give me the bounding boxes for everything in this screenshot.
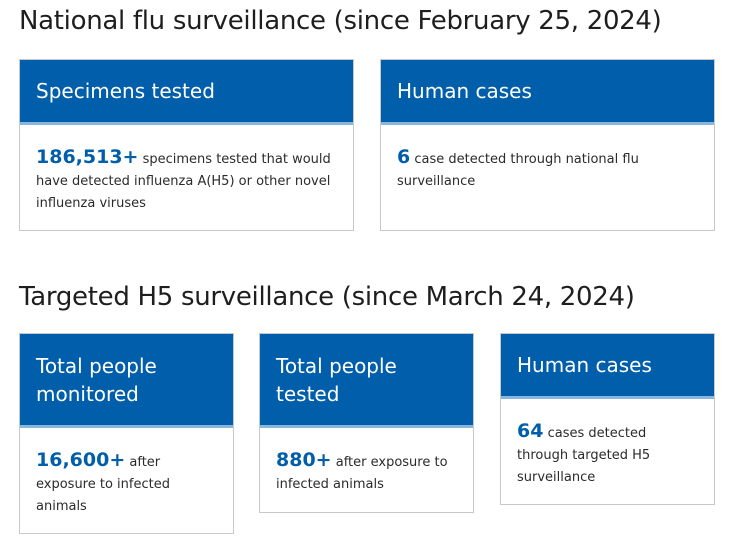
people-tested-title: Total people tested bbox=[276, 353, 397, 406]
people-monitored-body: 16,600+ after exposure to infected anima… bbox=[20, 428, 233, 518]
specimens-tested-header: Specimens tested bbox=[20, 60, 353, 125]
national-human-cases-title: Human cases bbox=[397, 79, 532, 103]
specimens-tested-text: specimens tested that would have detecte… bbox=[36, 152, 331, 211]
national-section-title: National flu surveillance (since Februar… bbox=[19, 6, 662, 36]
people-tested-body: 880+ after exposure to infected animals bbox=[260, 428, 473, 496]
national-human-cases-card: Human cases 6 case detected through nati… bbox=[380, 59, 715, 231]
people-monitored-header: Total people monitored bbox=[20, 334, 233, 428]
people-tested-header: Total people tested bbox=[260, 334, 473, 428]
people-monitored-card: Total people monitored 16,600+ after exp… bbox=[19, 333, 234, 534]
national-human-cases-value: 6 bbox=[397, 146, 411, 168]
people-monitored-title: Total people monitored bbox=[36, 353, 157, 406]
targeted-human-cases-title: Human cases bbox=[517, 353, 652, 377]
specimens-tested-title: Specimens tested bbox=[36, 79, 215, 103]
specimens-tested-card: Specimens tested 186,513+ specimens test… bbox=[19, 59, 354, 231]
people-tested-value: 880+ bbox=[276, 449, 332, 471]
targeted-human-cases-header: Human cases bbox=[501, 334, 714, 399]
national-human-cases-header: Human cases bbox=[381, 60, 714, 125]
people-tested-text: after exposure to infected animals bbox=[276, 455, 448, 492]
specimens-tested-body: 186,513+ specimens tested that would hav… bbox=[20, 125, 353, 215]
people-tested-card: Total people tested 880+ after exposure … bbox=[259, 333, 474, 513]
targeted-human-cases-value: 64 bbox=[517, 420, 544, 442]
people-monitored-text: after exposure to infected animals bbox=[36, 455, 170, 514]
people-monitored-value: 16,600+ bbox=[36, 449, 126, 471]
targeted-human-cases-card: Human cases 64 cases detected through ta… bbox=[500, 333, 715, 505]
specimens-tested-value: 186,513+ bbox=[36, 146, 139, 168]
targeted-section-title: Targeted H5 surveillance (since March 24… bbox=[19, 282, 635, 312]
targeted-human-cases-text: cases detected through targeted H5 surve… bbox=[517, 426, 651, 485]
national-human-cases-body: 6 case detected through national flu sur… bbox=[381, 125, 714, 193]
national-human-cases-text: case detected through national flu surve… bbox=[397, 152, 639, 189]
targeted-human-cases-body: 64 cases detected through targeted H5 su… bbox=[501, 399, 714, 489]
